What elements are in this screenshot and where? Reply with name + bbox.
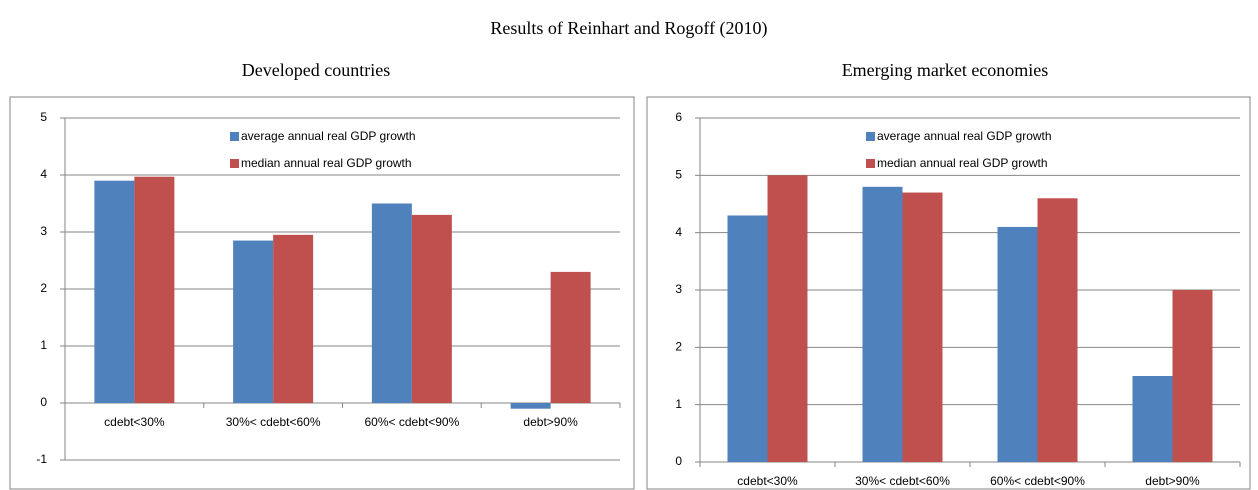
legend-label: average annual real GDP growth — [241, 129, 416, 143]
bar — [862, 186, 903, 463]
bar — [273, 234, 314, 403]
y-tick-label: 0 — [40, 395, 47, 409]
bar — [94, 180, 135, 403]
y-tick-label: 6 — [675, 110, 682, 124]
y-tick-label: 1 — [675, 397, 682, 411]
legend-label: average annual real GDP growth — [877, 129, 1052, 143]
y-tick-label: 4 — [675, 225, 682, 239]
bar — [233, 240, 274, 403]
y-tick-label: 2 — [675, 340, 682, 354]
y-tick-label: 3 — [675, 282, 682, 296]
y-tick-label: 3 — [40, 224, 47, 238]
chart-title: Emerging market economies — [842, 60, 1049, 80]
bar — [902, 192, 943, 463]
y-tick-label: 4 — [40, 167, 47, 181]
x-tick-label: 30%< cdebt<60% — [855, 474, 950, 488]
bar — [411, 214, 452, 403]
y-tick-label: 1 — [40, 338, 47, 352]
x-tick-label: 30%< cdebt<60% — [226, 415, 321, 429]
y-tick-label: -1 — [36, 452, 47, 466]
legend-label: median annual real GDP growth — [241, 156, 412, 170]
bar — [767, 175, 808, 463]
bar — [134, 176, 175, 403]
y-tick-label: 5 — [40, 110, 47, 124]
y-tick-label: 2 — [40, 281, 47, 295]
legend-label: median annual real GDP growth — [877, 156, 1048, 170]
chart-title: Developed countries — [242, 60, 390, 80]
bar — [1132, 376, 1173, 462]
bar — [1172, 290, 1213, 462]
x-tick-label: cdebt<30% — [104, 415, 165, 429]
bar — [727, 215, 768, 462]
chart-frame — [646, 96, 1251, 490]
y-tick-label: 0 — [675, 454, 682, 468]
x-tick-label: cdebt<30% — [737, 474, 798, 488]
x-tick-label: debt>90% — [1145, 474, 1200, 488]
page-title: Results of Reinhart and Rogoff (2010) — [490, 18, 767, 39]
legend-swatch — [230, 159, 239, 168]
x-tick-label: debt>90% — [523, 415, 578, 429]
x-tick-label: 60%< cdebt<90% — [365, 415, 460, 429]
legend-swatch — [230, 132, 239, 141]
bar — [371, 203, 412, 403]
bar — [1037, 198, 1078, 462]
legend-swatch — [866, 159, 875, 168]
bar — [997, 226, 1038, 462]
chart-frame — [9, 96, 635, 490]
x-tick-label: 60%< cdebt<90% — [990, 474, 1085, 488]
bar — [550, 271, 591, 403]
y-tick-label: 5 — [675, 168, 682, 182]
bar — [510, 403, 551, 409]
legend-swatch — [866, 132, 875, 141]
